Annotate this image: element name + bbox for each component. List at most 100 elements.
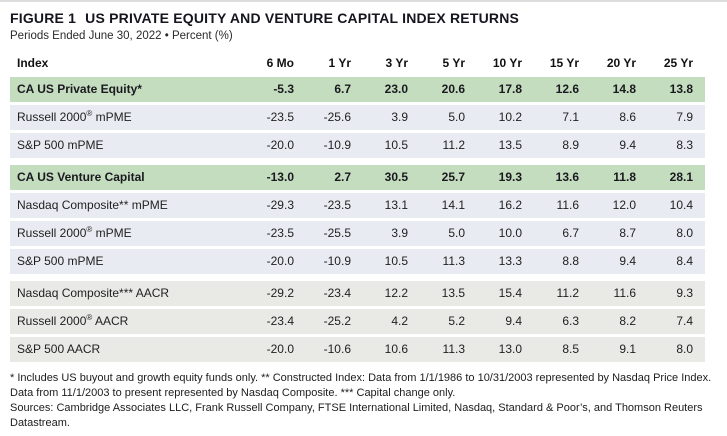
table-header-row: Index 6 Mo 1 Yr 3 Yr 5 Yr 10 Yr 15 Yr 20 Yr 25 Y…	[10, 54, 705, 72]
table-row: S&P 500 AACR -20.0 -10.6 10.6 11.3 13.0 8.5 9.1…	[10, 337, 705, 362]
cell-value: 11.6	[556, 198, 579, 212]
figure-number: FIGURE 1	[10, 10, 77, 26]
cell-value: 4.2	[391, 314, 408, 328]
cell-value: 15.4	[498, 286, 522, 300]
cell-value: -25.6	[323, 110, 351, 124]
cell-value: 28.1	[669, 170, 693, 184]
cell-value: -20.0	[266, 254, 294, 268]
sources-text: Sources: Cambridge Associates LLC, Frank…	[10, 402, 703, 429]
row-label: Russell 2000® mPME	[17, 109, 132, 125]
cell-value: 12.6	[555, 82, 579, 96]
cell-value: 7.9	[676, 110, 693, 124]
cell-value: -25.5	[323, 226, 351, 240]
column-header-period: 6 Mo	[266, 56, 294, 70]
cell-value: -23.4	[323, 286, 351, 300]
cell-value: 7.1	[562, 110, 579, 124]
cell-value: -23.4	[266, 314, 294, 328]
cell-value: -20.0	[266, 342, 294, 356]
cell-value: 7.4	[676, 314, 693, 328]
row-label: S&P 500 mPME	[17, 138, 104, 152]
table-row: CA US Private Equity* -5.3 6.7 23.0 20.6 17.8…	[10, 77, 705, 102]
cell-value: 11.8	[613, 170, 636, 184]
cell-value: -20.0	[266, 138, 294, 152]
cell-value: -10.9	[323, 254, 351, 268]
figure-subtitle: Periods Ended June 30, 2022 • Percent (%…	[10, 30, 233, 42]
cell-value: 6.7	[334, 82, 351, 96]
row-label: S&P 500 AACR	[17, 342, 101, 356]
figure-title-text: US PRIVATE EQUITY AND VENTURE CAPITAL IN…	[85, 10, 520, 26]
table-row: Russell 2000® mPME -23.5 -25.6 3.9 5.0 10.2 7.…	[10, 105, 705, 130]
cell-value: 8.6	[619, 110, 636, 124]
cell-value: 19.3	[498, 170, 522, 184]
cell-value: 5.0	[448, 226, 465, 240]
table-row: Russell 2000® AACR -23.4 -25.2 4.2 5.2 9.4 6.3…	[10, 309, 705, 334]
returns-table: Index 6 Mo 1 Yr 3 Yr 5 Yr 10 Yr 15 Yr 20 Yr 25 Y…	[10, 54, 705, 362]
figure-title: FIGURE 1 US PRIVATE EQUITY AND VENTURE CA…	[10, 10, 717, 26]
table-row: Nasdaq Composite*** AACR -29.2 -23.4 12.2 13…	[10, 281, 705, 306]
column-header-period: 5 Yr	[442, 56, 465, 70]
column-header-period: 1 Yr	[328, 56, 351, 70]
cell-value: 11.6	[613, 286, 636, 300]
cell-value: -5.3	[273, 82, 294, 96]
row-label: Russell 2000® mPME	[17, 225, 132, 241]
table-row: CA US Venture Capital -13.0 2.7 30.5 25.7 19.…	[10, 165, 705, 190]
cell-value: -25.2	[323, 314, 351, 328]
cell-value: 16.2	[498, 198, 522, 212]
cell-value: 13.8	[669, 82, 693, 96]
cell-value: 12.0	[612, 198, 636, 212]
row-label: Russell 2000® AACR	[17, 313, 129, 329]
table-body: CA US Private Equity* -5.3 6.7 23.0 20.6 17.8…	[10, 77, 705, 362]
table-row: S&P 500 mPME -20.0 -10.9 10.5 11.3 13.3 8.8 9.4…	[10, 249, 705, 274]
table-row: Russell 2000® mPME -23.5 -25.5 3.9 5.0 10.0 6.…	[10, 221, 705, 246]
cell-value: 9.4	[505, 314, 522, 328]
cell-value: 14.8	[612, 82, 636, 96]
cell-value: 5.2	[448, 314, 465, 328]
column-header-index: Index	[17, 56, 49, 70]
cell-value: 14.1	[441, 198, 465, 212]
cell-value: 8.4	[676, 254, 693, 268]
row-label: Nasdaq Composite** mPME	[17, 198, 168, 212]
cell-value: 6.3	[562, 314, 579, 328]
cell-value: -10.6	[323, 342, 351, 356]
cell-value: 13.1	[384, 198, 408, 212]
cell-value: 10.4	[669, 198, 693, 212]
cell-value: 12.2	[384, 286, 408, 300]
cell-value: 11.3	[442, 342, 465, 356]
cell-value: 3.9	[391, 226, 408, 240]
row-label: CA US Venture Capital	[17, 170, 145, 184]
cell-value: 10.5	[384, 254, 408, 268]
cell-value: 20.6	[441, 82, 465, 96]
cell-value: -29.3	[266, 198, 294, 212]
cell-value: 5.0	[448, 110, 465, 124]
cell-value: -23.5	[266, 226, 294, 240]
cell-value: 17.8	[498, 82, 522, 96]
cell-value: -13.0	[266, 170, 294, 184]
cell-value: 2.7	[334, 170, 351, 184]
cell-value: 9.3	[676, 286, 693, 300]
cell-value: 9.4	[619, 254, 636, 268]
cell-value: 8.2	[619, 314, 636, 328]
cell-value: 10.2	[498, 110, 522, 124]
cell-value: 9.1	[619, 342, 636, 356]
cell-value: 10.0	[498, 226, 522, 240]
cell-value: 13.0	[498, 342, 522, 356]
cell-value: 8.9	[562, 138, 579, 152]
registered-trademark-symbol: ®	[86, 109, 93, 118]
row-label: CA US Private Equity*	[17, 82, 142, 96]
cell-value: 13.6	[555, 170, 579, 184]
column-header-period: 3 Yr	[385, 56, 408, 70]
row-label: S&P 500 mPME	[17, 254, 104, 268]
table-row: S&P 500 mPME -20.0 -10.9 10.5 11.2 13.5 8.9 9.4…	[10, 133, 705, 158]
cell-value: 13.5	[498, 138, 522, 152]
cell-value: 9.4	[619, 138, 636, 152]
cell-value: 10.5	[384, 138, 408, 152]
cell-value: 11.2	[556, 286, 579, 300]
cell-value: 10.6	[384, 342, 408, 356]
cell-value: 25.7	[441, 170, 465, 184]
cell-value: 8.5	[562, 342, 579, 356]
footnote-text: * Includes US buyout and growth equity f…	[10, 372, 712, 399]
registered-trademark-symbol: ®	[86, 313, 93, 322]
cell-value: 30.5	[384, 170, 408, 184]
cell-value: 13.3	[498, 254, 522, 268]
